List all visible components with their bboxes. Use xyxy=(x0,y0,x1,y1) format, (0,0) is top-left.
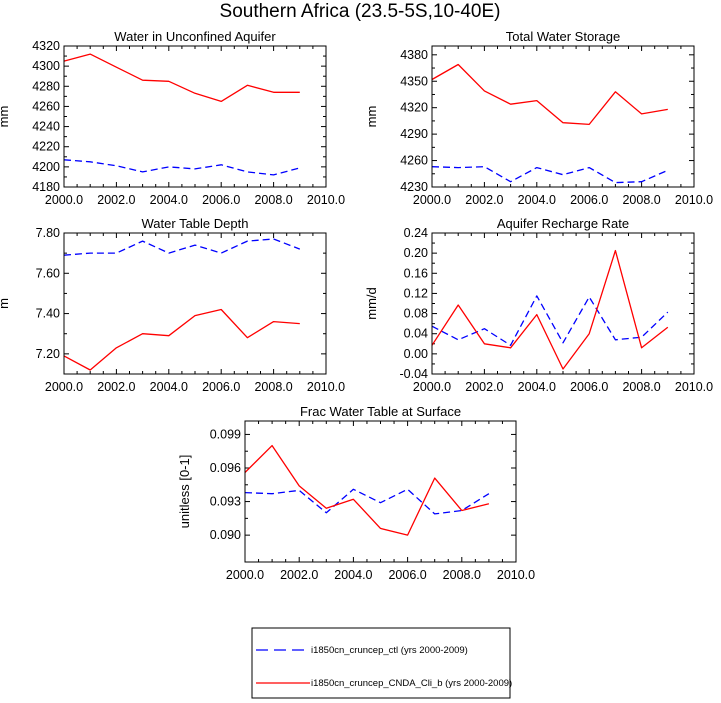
x-tick-label: 2000.0 xyxy=(45,193,83,207)
x-tick-label: 2010.0 xyxy=(307,380,345,394)
y-tick-label: 0.24 xyxy=(404,226,428,240)
plot-frame xyxy=(63,232,327,375)
y-axis-label: mm/d xyxy=(364,287,379,320)
y-tick-label: 0.090 xyxy=(210,528,241,542)
y-tick-label: 0.16 xyxy=(404,266,428,280)
panels: Water in Unconfined Aquifer mm 2000.0 2002.… xyxy=(0,29,713,582)
figure-title: Southern Africa (23.5-5S,10-40E) xyxy=(220,1,501,22)
x-tick-label: 2002.0 xyxy=(97,193,135,207)
series-line-ctl xyxy=(244,488,490,515)
x-tick-label: 2004.0 xyxy=(334,568,372,582)
x-tick-label: 2004.0 xyxy=(518,380,556,394)
legend-label-cnda: i1850cn_cruncep_CNDA_Cli_b (yrs 2000-200… xyxy=(311,678,512,689)
x-tick-label: 2000.0 xyxy=(45,380,83,394)
y-tick-label: 7.20 xyxy=(36,347,60,361)
x-tick-label: 2006.0 xyxy=(202,193,240,207)
series-line-cnda xyxy=(63,53,300,103)
y-tick-label: 0.096 xyxy=(210,461,241,475)
series-line-ctl xyxy=(431,166,669,184)
y-tick-label: 4350 xyxy=(400,74,428,88)
x-tick-label: 2008.0 xyxy=(443,568,481,582)
legend: i1850cn_cruncep_ctl (yrs 2000-2009) i185… xyxy=(251,627,512,699)
y-tick-label: 0.00 xyxy=(404,347,428,361)
x-tick-label: 2004.0 xyxy=(518,193,556,207)
y-tick-label: 4260 xyxy=(400,154,428,168)
plot-frame xyxy=(63,45,327,188)
x-tick-label: 2008.0 xyxy=(254,380,292,394)
x-tick-label: 2010.0 xyxy=(675,193,713,207)
x-tick-label: 2002.0 xyxy=(465,380,503,394)
x-tick-label: 2006.0 xyxy=(570,380,608,394)
panel-aquifer-recharge-rate: Aquifer Recharge Rate mm/d 2000.0 2002.0 200… xyxy=(364,216,713,394)
y-axis-label: mm xyxy=(364,106,379,128)
x-tick-label: 2010.0 xyxy=(307,193,345,207)
panel-title: Frac Water Table at Surface xyxy=(300,404,461,419)
y-tick-label: 4290 xyxy=(400,127,428,141)
y-tick-label: 0.12 xyxy=(404,286,428,300)
y-tick-label: 4380 xyxy=(400,48,428,62)
x-tick-label: 2002.0 xyxy=(97,380,135,394)
y-tick-label: 4320 xyxy=(400,101,428,115)
x-tick-label: 2006.0 xyxy=(202,380,240,394)
x-tick-label: 2000.0 xyxy=(413,193,451,207)
y-tick-label: 4220 xyxy=(32,140,60,154)
panel-title: Water Table Depth xyxy=(142,216,249,231)
x-tick-label: 2010.0 xyxy=(675,380,713,394)
panel-title: Aquifer Recharge Rate xyxy=(497,216,629,231)
x-tick-label: 2002.0 xyxy=(465,193,503,207)
series-line-ctl xyxy=(431,295,669,346)
panel-total-water-storage: Total Water Storage mm 2000.0 2002.0 2004.0 2… xyxy=(364,29,713,207)
y-tick-label: 4240 xyxy=(32,120,60,134)
y-axis-label: unitless [0-1] xyxy=(177,455,192,529)
y-tick-label: 0.093 xyxy=(210,495,241,509)
y-tick-label: 0.20 xyxy=(404,246,428,260)
series-line-ctl xyxy=(63,238,301,256)
y-tick-label: 7.80 xyxy=(36,226,60,240)
x-tick-label: 2008.0 xyxy=(622,193,660,207)
x-tick-label: 2010.0 xyxy=(497,568,535,582)
y-tick-label: -0.04 xyxy=(400,367,429,381)
x-tick-label: 2004.0 xyxy=(150,193,188,207)
panel-title: Water in Unconfined Aquifer xyxy=(114,29,276,44)
series-line-cnda xyxy=(431,63,668,126)
x-tick-label: 2000.0 xyxy=(226,568,264,582)
y-tick-label: 0.08 xyxy=(404,307,428,321)
y-tick-label: 4230 xyxy=(400,180,428,194)
panel-frac-water-table-surface: Frac Water Table at Surface unitless [0-1… xyxy=(177,404,535,582)
panel-water-unconfined-aquifer: Water in Unconfined Aquifer mm 2000.0 2002.… xyxy=(0,29,345,207)
series-line-cnda xyxy=(63,308,300,371)
series-line-cnda xyxy=(244,444,490,536)
series-line-ctl xyxy=(63,159,300,176)
x-tick-label: 2008.0 xyxy=(622,380,660,394)
x-tick-label: 2006.0 xyxy=(388,568,426,582)
plot-frame xyxy=(431,45,695,188)
y-tick-label: 4280 xyxy=(32,79,60,93)
plot-frame xyxy=(431,232,695,375)
y-tick-label: 4260 xyxy=(32,99,60,113)
y-tick-label: 0.04 xyxy=(404,327,428,341)
panel-title: Total Water Storage xyxy=(506,29,620,44)
panel-water-table-depth: Water Table Depth m 2000.0 2002.0 2004.0 2006… xyxy=(0,216,345,394)
series-line-cnda xyxy=(431,249,669,370)
legend-label-ctl: i1850cn_cruncep_ctl (yrs 2000-2009) xyxy=(311,645,468,656)
y-tick-label: 4200 xyxy=(32,160,60,174)
y-tick-label: 4300 xyxy=(32,59,60,73)
y-tick-label: 4320 xyxy=(32,39,60,53)
x-tick-label: 2006.0 xyxy=(570,193,608,207)
x-tick-label: 2002.0 xyxy=(280,568,318,582)
y-tick-label: 0.099 xyxy=(210,427,241,441)
x-tick-label: 2004.0 xyxy=(150,380,188,394)
y-axis-label: mm xyxy=(0,106,11,128)
plot-frame xyxy=(244,420,517,563)
y-tick-label: 7.60 xyxy=(36,266,60,280)
y-axis-label: m xyxy=(0,298,11,309)
y-tick-label: 4180 xyxy=(32,180,60,194)
x-tick-label: 2008.0 xyxy=(254,193,292,207)
legend-box xyxy=(251,627,511,699)
x-tick-label: 2000.0 xyxy=(413,380,451,394)
y-tick-label: 7.40 xyxy=(36,307,60,321)
